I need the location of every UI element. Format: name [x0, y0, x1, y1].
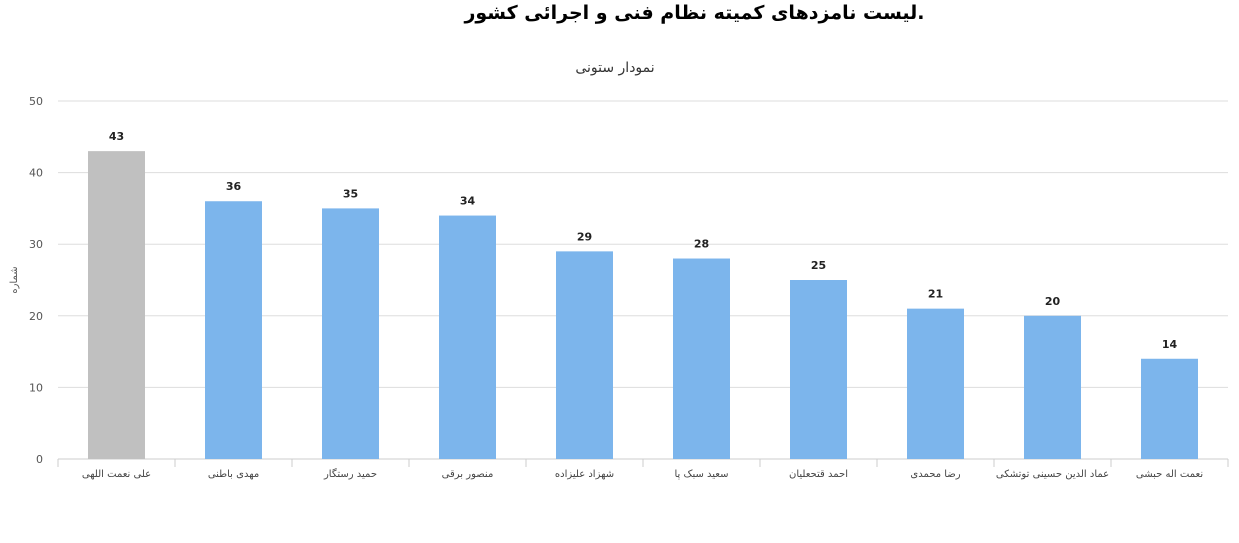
bar — [322, 208, 379, 459]
y-tick-label: 40 — [29, 167, 43, 180]
x-category-label: احمد قتحعلیان — [789, 469, 848, 480]
data-label: 20 — [1045, 295, 1061, 308]
bar — [556, 251, 613, 459]
data-label: 35 — [343, 187, 358, 200]
x-category-label: علی نعمت اللهی — [82, 469, 151, 480]
bar — [439, 215, 496, 459]
y-axis-label: شماره — [9, 266, 20, 293]
x-category-label: شهزاد علیزاده — [555, 469, 614, 480]
page-title: .لیست نامزدهای کمیته نظام فنی و اجرائی ک… — [464, 2, 925, 24]
bar — [790, 280, 847, 459]
y-tick-label: 50 — [29, 95, 43, 108]
x-category-label: عماد الدین حسینی توتشکی — [996, 469, 1109, 480]
x-category-label: حمید رستگار — [323, 468, 377, 480]
data-labels: 43 36 35 34 29 28 25 21 20 14 — [109, 130, 1178, 351]
y-tick-label: 30 — [29, 238, 43, 251]
bars — [88, 151, 1198, 460]
bar — [88, 151, 145, 459]
x-axis: علی نعمت اللهی مهدی باطنی حمید رستگار منصور… — [57, 459, 1229, 480]
data-label: 21 — [928, 288, 943, 301]
data-label: 43 — [109, 130, 124, 143]
bar — [1141, 358, 1198, 459]
data-label: 34 — [460, 195, 476, 208]
bar — [907, 308, 964, 459]
x-category-label: منصور برقی — [442, 469, 494, 480]
y-tick-label: 0 — [36, 453, 43, 466]
bar — [205, 201, 262, 460]
x-category-label: سعید سبک پا — [674, 469, 728, 480]
bar — [1024, 315, 1081, 459]
bar — [673, 258, 730, 459]
data-label: 36 — [226, 180, 242, 193]
data-label: 14 — [1162, 338, 1178, 351]
y-tick-label: 20 — [29, 310, 43, 323]
chart-subtitle: نمودار ستونی — [575, 60, 654, 76]
x-category-label: رضا محمدی — [910, 469, 960, 480]
x-category-label: مهدی باطنی — [208, 469, 259, 480]
data-label: 28 — [694, 238, 709, 251]
data-label: 29 — [577, 230, 592, 243]
data-label: 25 — [811, 259, 826, 272]
x-category-label: نعمت اله حبشی — [1136, 469, 1203, 480]
y-tick-label: 10 — [29, 381, 43, 394]
